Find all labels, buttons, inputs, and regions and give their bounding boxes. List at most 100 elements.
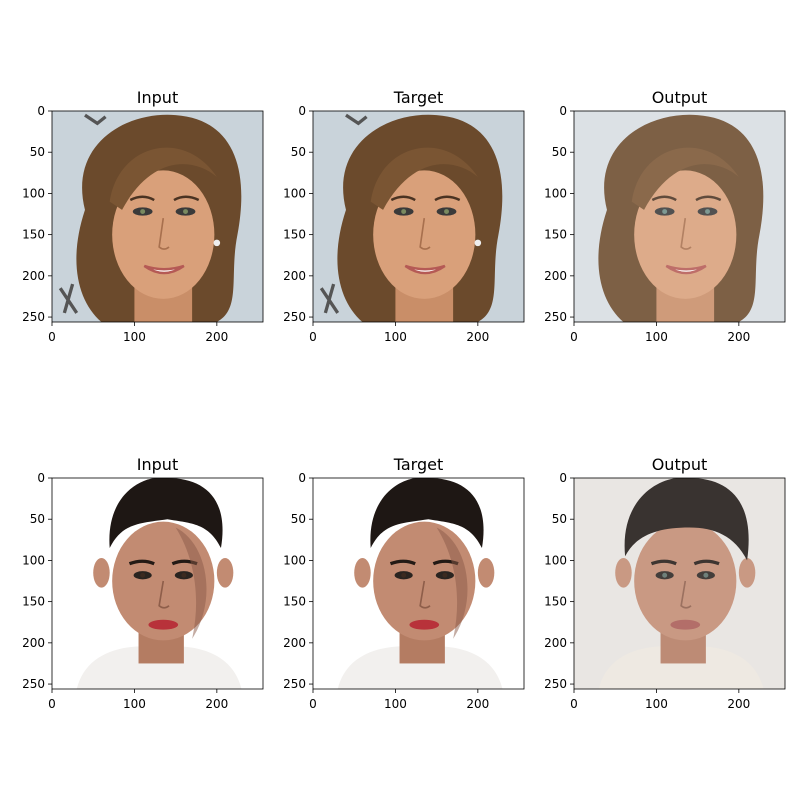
face-shadow	[175, 527, 207, 639]
nose	[158, 580, 170, 609]
nose	[680, 218, 692, 250]
y-tick-label: 50	[30, 145, 45, 159]
hair	[624, 478, 749, 561]
axes-frame	[51, 110, 264, 323]
eyebrows	[650, 559, 720, 566]
x-tick-label: 200	[205, 330, 228, 344]
smile	[404, 264, 446, 275]
hair-fringe	[109, 147, 217, 210]
earring	[213, 239, 221, 247]
panel-title: Target	[393, 88, 444, 107]
right-iris	[703, 572, 709, 578]
right-iris	[705, 209, 710, 215]
y-tick-label: 150	[22, 595, 45, 609]
y-tick-label: 200	[22, 636, 45, 650]
x-tick-label: 200	[466, 697, 489, 711]
right-ear	[738, 557, 756, 588]
blur-overlay	[574, 111, 785, 322]
shirt	[337, 646, 503, 689]
x-tick-label: 100	[123, 330, 146, 344]
face	[634, 170, 737, 299]
face-photo	[52, 478, 263, 689]
image-panel-4: Input 0 100 200 0 50 100 150 200 250	[22, 455, 264, 711]
hair-fringe	[370, 147, 478, 210]
y-tick-label: 200	[283, 636, 306, 650]
smile	[143, 264, 185, 275]
x-tick-label: 0	[570, 330, 578, 344]
y-tick-label: 0	[37, 471, 45, 485]
left-iris	[401, 209, 407, 215]
x-tick-label: 100	[384, 330, 407, 344]
face-photo	[574, 478, 785, 689]
image-panel-2: Target 0 100 200 0 50 100 150 200 250	[283, 88, 525, 344]
left-ear	[354, 557, 371, 588]
nose	[158, 218, 170, 250]
x-tick-label: 0	[48, 330, 56, 344]
x-tick-label: 0	[309, 330, 317, 344]
face	[373, 170, 476, 299]
y-tick-label: 150	[22, 228, 45, 242]
image-panel-5: Target 0 100 200 0 50 100 150 200 250	[283, 455, 525, 711]
left-iris	[401, 572, 407, 578]
y-tick-label: 150	[544, 595, 567, 609]
shirt	[598, 646, 764, 689]
y-tick-label: 100	[283, 553, 306, 567]
face-photo	[52, 111, 263, 322]
face-photo	[574, 111, 785, 322]
left-iris	[662, 572, 668, 578]
y-tick-label: 200	[544, 636, 567, 650]
nose	[419, 218, 431, 250]
x-tick-label: 100	[123, 697, 146, 711]
y-tick-label: 50	[552, 145, 567, 159]
x-tick-label: 0	[309, 697, 317, 711]
x-tick-label: 100	[384, 697, 407, 711]
image-panel-3: Output 0 100 200 0 50 100 150 200 250	[544, 88, 786, 344]
y-tick-label: 100	[544, 553, 567, 567]
blur-overlay	[574, 478, 785, 689]
y-tick-label: 100	[544, 186, 567, 200]
x-tick-label: 0	[48, 697, 56, 711]
right-iris	[444, 209, 449, 215]
y-tick-label: 200	[22, 269, 45, 283]
y-tick-label: 250	[22, 677, 45, 691]
eyebrows	[129, 195, 200, 202]
image-panel-1: Input 0 100 200 0 50 100 150 200 250	[22, 88, 264, 344]
y-tick-label: 50	[291, 145, 306, 159]
smile	[665, 264, 707, 275]
y-tick-label: 0	[37, 104, 45, 118]
nose	[680, 580, 692, 609]
y-tick-label: 0	[559, 471, 567, 485]
y-tick-label: 250	[544, 310, 567, 324]
eyebrows	[390, 195, 461, 202]
image-panel-6: Output 0 100 200 0 50 100 150 200 250	[544, 455, 786, 711]
y-tick-label: 0	[559, 104, 567, 118]
y-tick-label: 200	[544, 269, 567, 283]
y-tick-label: 200	[283, 269, 306, 283]
eyebrows	[651, 195, 722, 202]
hair	[370, 478, 484, 549]
backdrop-lettering	[319, 113, 368, 314]
axes-frame	[312, 477, 525, 690]
axes-frame	[51, 477, 264, 690]
right-iris	[442, 572, 448, 578]
y-tick-label: 250	[544, 677, 567, 691]
x-tick-label: 100	[645, 330, 668, 344]
y-tick-label: 50	[30, 512, 45, 526]
axes-frame	[573, 110, 786, 323]
panel-title: Input	[137, 455, 178, 474]
panel-title: Input	[137, 88, 178, 107]
lips	[670, 619, 701, 630]
right-iris	[181, 572, 187, 578]
y-tick-label: 150	[544, 228, 567, 242]
panel-title: Output	[652, 455, 708, 474]
x-tick-label: 200	[466, 330, 489, 344]
right-ear	[216, 557, 234, 588]
left-iris	[140, 209, 146, 215]
right-iris	[183, 209, 188, 215]
lips	[148, 619, 179, 630]
x-tick-label: 0	[570, 697, 578, 711]
x-tick-label: 200	[727, 697, 750, 711]
y-tick-label: 50	[291, 512, 306, 526]
face-shadow	[436, 527, 468, 639]
